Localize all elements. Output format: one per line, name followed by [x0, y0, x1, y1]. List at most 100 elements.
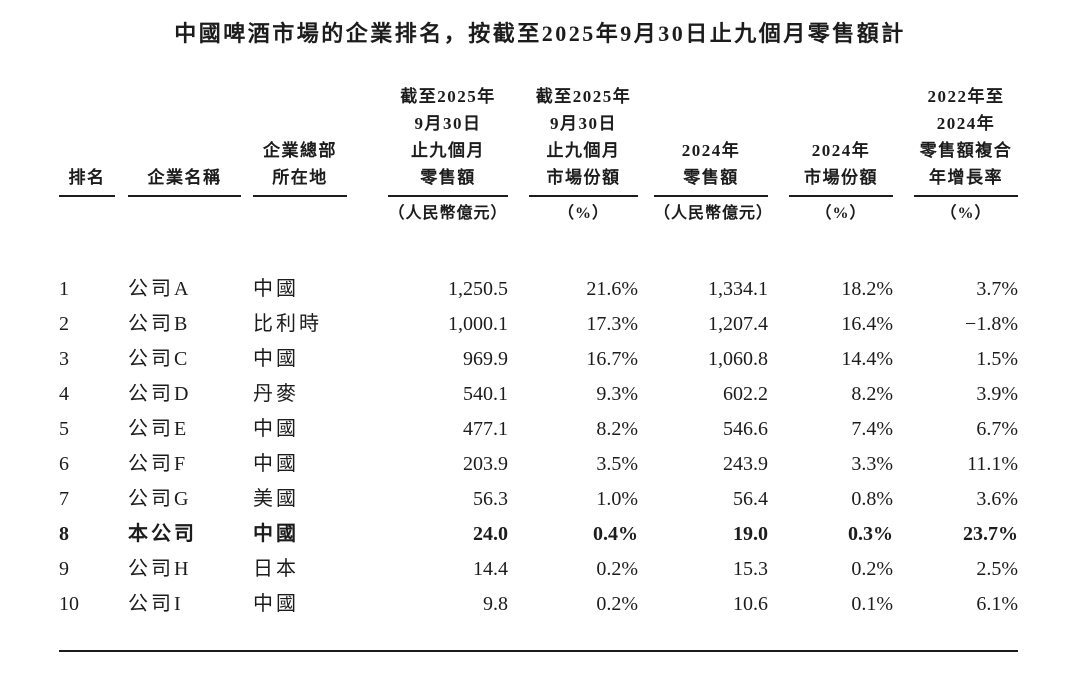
header-line: 零售額	[683, 168, 739, 187]
header-line: 2024年	[936, 114, 996, 133]
table-header: 排名 企業名稱 企業總部 所在地 截至2025年 9月30日 止九個月	[59, 83, 1018, 231]
cell-share-2024: 7.4%	[851, 418, 893, 440]
cell-share-9m2025: 0.4%	[593, 523, 638, 545]
col-header-hq: 企業總部 所在地	[253, 83, 388, 197]
company-ranking-table: 排名 企業名稱 企業總部 所在地 截至2025年 9月30日 止九個月	[59, 83, 1018, 622]
cell-share-9m2025: 8.2%	[596, 418, 638, 440]
unit-share-2024: （%）	[815, 205, 867, 222]
cell-rank: 9	[59, 558, 69, 580]
cell-cagr: 23.7%	[963, 523, 1018, 545]
cell-cagr: 3.6%	[976, 488, 1018, 510]
cell-retail-2024: 602.2	[723, 383, 768, 405]
header-line: 年增長率	[929, 168, 1003, 187]
cell-retail-2024: 546.6	[723, 418, 768, 440]
cell-cagr: 3.7%	[976, 278, 1018, 300]
unit-share-9m2025: （%）	[557, 205, 609, 222]
cell-share-2024: 8.2%	[851, 383, 893, 405]
header-line: 2022年至	[927, 87, 1005, 106]
header-line: 截至2025年	[400, 87, 496, 106]
cell-share-2024: 3.3%	[851, 453, 893, 475]
table-row: 1 公司A 中國 1,250.5 21.6% 1,334.1 18.2% 3.7…	[59, 231, 1018, 307]
cell-hq: 比利時	[253, 313, 322, 335]
cell-share-2024: 0.1%	[851, 593, 893, 615]
cell-rank: 7	[59, 488, 69, 510]
cell-retail-9m2025: 1,250.5	[448, 278, 508, 300]
header-line-row: 排名 企業名稱 企業總部 所在地 截至2025年 9月30日 止九個月	[59, 83, 1018, 197]
header-line: 9月30日	[414, 114, 482, 133]
cell-rank: 5	[59, 418, 69, 440]
cell-retail-9m2025: 203.9	[463, 453, 508, 475]
cell-hq: 美國	[253, 488, 299, 510]
cell-share-2024: 0.3%	[848, 523, 893, 545]
header-line: 零售額複合	[919, 141, 1013, 160]
cell-company: 公司A	[128, 278, 192, 300]
cell-hq: 中國	[253, 418, 299, 440]
table-row: 3 公司C 中國 969.9 16.7% 1,060.8 14.4% 1.5%	[59, 342, 1018, 377]
cell-share-9m2025: 3.5%	[596, 453, 638, 475]
cell-share-9m2025: 1.0%	[596, 488, 638, 510]
cell-share-9m2025: 17.3%	[586, 313, 638, 335]
cell-share-2024: 0.2%	[851, 558, 893, 580]
header-line: 所在地	[272, 168, 328, 187]
cell-retail-9m2025: 14.4	[473, 558, 508, 580]
cell-hq: 中國	[253, 278, 299, 300]
header-line: 排名	[68, 168, 106, 187]
cell-cagr: −1.8%	[965, 313, 1018, 335]
header-line: 2024年	[681, 141, 741, 160]
col-header-rank: 排名	[59, 83, 128, 197]
cell-retail-2024: 56.4	[733, 488, 768, 510]
col-header-company: 企業名稱	[128, 83, 253, 197]
header-line: 市場份額	[546, 168, 621, 187]
table-row: 9 公司H 日本 14.4 0.2% 15.3 0.2% 2.5%	[59, 552, 1018, 587]
header-line: 零售額	[420, 168, 476, 187]
table-row: 5 公司E 中國 477.1 8.2% 546.6 7.4% 6.7%	[59, 412, 1018, 447]
cell-company: 公司E	[128, 418, 190, 440]
cell-company: 本公司	[128, 523, 197, 545]
cell-company: 公司C	[128, 348, 191, 370]
cell-cagr: 6.1%	[976, 593, 1018, 615]
cell-rank: 1	[59, 278, 69, 300]
cell-company: 公司H	[128, 558, 192, 580]
cell-company: 公司F	[128, 453, 189, 475]
document-page: 中國啤酒市場的企業排名，按截至2025年9月30日止九個月零售額計 排名 企業名…	[0, 20, 1080, 687]
cell-retail-9m2025: 56.3	[473, 488, 508, 510]
cell-hq: 日本	[253, 558, 299, 580]
cell-share-9m2025: 0.2%	[596, 558, 638, 580]
page-title: 中國啤酒市場的企業排名，按截至2025年9月30日止九個月零售額計	[174, 21, 906, 46]
cell-rank: 4	[59, 383, 69, 405]
table-row: 4 公司D 丹麥 540.1 9.3% 602.2 8.2% 3.9%	[59, 377, 1018, 412]
header-line: 9月30日	[550, 114, 617, 133]
cell-retail-2024: 19.0	[733, 523, 768, 545]
col-header-share-9m2025: 截至2025年 9月30日 止九個月 市場份額	[529, 83, 654, 197]
header-line: 截至2025年	[535, 87, 632, 106]
cell-retail-2024: 1,334.1	[708, 278, 768, 300]
unit-retail-2024: （人民幣億元）	[654, 205, 774, 222]
unit-retail-9m2025: （人民幣億元）	[388, 205, 508, 222]
header-line: 市場份額	[804, 168, 878, 187]
cell-company: 公司B	[128, 313, 191, 335]
cell-rank: 3	[59, 348, 69, 370]
cell-retail-2024: 10.6	[733, 593, 768, 615]
cell-share-9m2025: 0.2%	[596, 593, 638, 615]
cell-cagr: 2.5%	[976, 558, 1018, 580]
cell-hq: 丹麥	[253, 383, 299, 405]
cell-retail-2024: 1,207.4	[708, 313, 768, 335]
cell-retail-2024: 1,060.8	[708, 348, 768, 370]
cell-cagr: 3.9%	[976, 383, 1018, 405]
cell-company: 公司G	[128, 488, 192, 510]
table-bottom-rule	[59, 650, 1018, 652]
col-header-retail-9m2025: 截至2025年 9月30日 止九個月 零售額	[388, 83, 529, 197]
cell-hq: 中國	[253, 593, 299, 615]
cell-retail-9m2025: 540.1	[463, 383, 508, 405]
table-row: 6 公司F 中國 203.9 3.5% 243.9 3.3% 11.1%	[59, 447, 1018, 482]
cell-cagr: 6.7%	[976, 418, 1018, 440]
cell-share-9m2025: 16.7%	[586, 348, 638, 370]
table-body: 1 公司A 中國 1,250.5 21.6% 1,334.1 18.2% 3.7…	[59, 231, 1018, 622]
table-row: 7 公司G 美國 56.3 1.0% 56.4 0.8% 3.6%	[59, 482, 1018, 517]
cell-rank: 8	[59, 523, 69, 545]
col-header-cagr: 2022年至 2024年 零售額複合 年增長率	[914, 83, 1018, 197]
header-line: 企業名稱	[147, 168, 222, 187]
cell-share-2024: 16.4%	[841, 313, 893, 335]
cell-rank: 2	[59, 313, 69, 335]
cell-cagr: 11.1%	[967, 453, 1018, 475]
